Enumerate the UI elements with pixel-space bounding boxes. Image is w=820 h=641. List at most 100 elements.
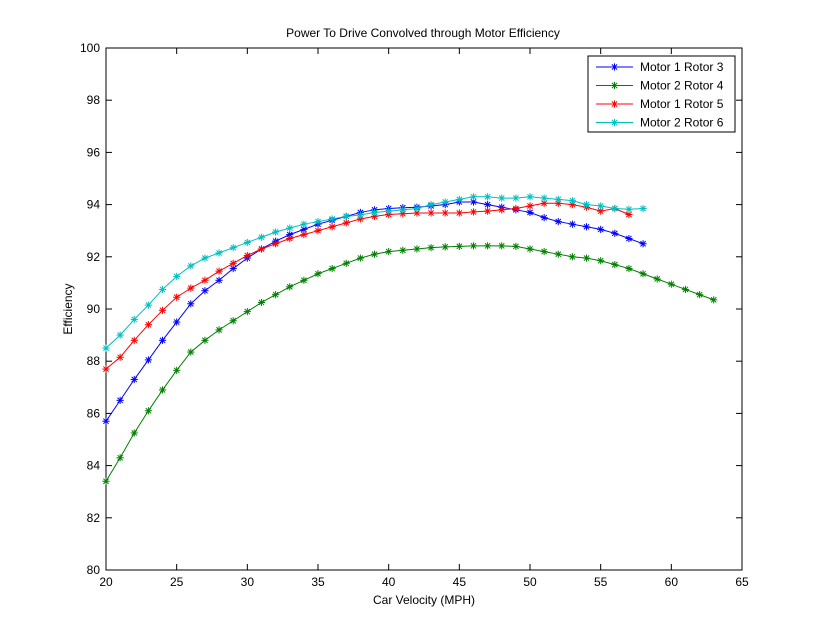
data-point <box>215 249 223 257</box>
data-point <box>611 229 619 237</box>
data-point <box>173 318 181 326</box>
data-point <box>158 285 167 294</box>
data-point <box>385 247 393 256</box>
data-point <box>342 219 350 227</box>
data-point <box>187 300 195 308</box>
y-tick-label: 82 <box>87 511 101 525</box>
data-point <box>130 315 138 324</box>
data-point <box>526 193 534 201</box>
series-3 <box>102 199 633 373</box>
data-point <box>611 261 619 269</box>
data-point <box>484 242 492 250</box>
x-axis-label: Car Velocity (MPH) <box>373 593 475 607</box>
data-point <box>526 202 534 210</box>
y-tick-label: 98 <box>87 93 101 107</box>
data-point <box>540 214 548 222</box>
data-point <box>102 344 110 352</box>
data-point <box>653 275 661 283</box>
data-point <box>696 291 704 299</box>
data-point <box>639 270 647 278</box>
data-point <box>116 331 124 339</box>
data-point <box>300 276 308 284</box>
data-point <box>540 194 548 202</box>
x-tick-label: 25 <box>170 575 184 589</box>
data-point <box>173 272 181 280</box>
data-point <box>144 407 152 415</box>
data-point <box>498 206 506 214</box>
data-point <box>667 280 675 288</box>
y-tick-label: 84 <box>87 459 101 473</box>
legend-label: Motor 2 Rotor 4 <box>640 79 724 93</box>
y-tick-label: 96 <box>87 145 101 159</box>
data-point <box>484 201 492 209</box>
data-point <box>469 193 478 201</box>
legend: Motor 1 Rotor 3 Motor 2 Rotor 4 Motor 1 Ro… <box>587 55 736 133</box>
legend-item: Motor 1 Rotor 5 <box>596 97 724 111</box>
data-point <box>625 234 633 243</box>
data-point <box>201 254 209 262</box>
data-point <box>243 251 251 260</box>
data-point <box>427 244 435 252</box>
data-point <box>158 386 167 394</box>
y-tick-label: 94 <box>87 198 101 212</box>
legend-item: Motor 2 Rotor 6 <box>596 116 724 130</box>
data-point <box>526 245 534 253</box>
data-point <box>540 247 548 256</box>
data-point <box>399 206 407 214</box>
legend-item: Motor 1 Rotor 3 <box>596 60 724 74</box>
data-point <box>300 231 308 239</box>
data-point <box>498 194 506 202</box>
data-point <box>568 253 576 261</box>
series-4 <box>102 193 647 352</box>
data-point <box>187 348 195 356</box>
data-point <box>441 198 449 206</box>
x-tick-label: 50 <box>523 575 537 589</box>
legend-label: Motor 2 Rotor 6 <box>640 116 724 130</box>
x-tick-label: 20 <box>99 575 113 589</box>
data-point <box>625 205 633 213</box>
data-point <box>597 257 605 265</box>
data-point <box>413 245 421 253</box>
y-axis-label: Efficiency <box>61 283 75 334</box>
data-point <box>455 209 463 217</box>
data-point <box>427 201 435 209</box>
data-point <box>187 262 195 270</box>
y-tick-label: 86 <box>87 406 101 420</box>
data-point <box>158 336 167 344</box>
data-point <box>328 264 336 273</box>
legend-label: Motor 1 Rotor 3 <box>640 60 724 74</box>
data-point <box>144 301 152 309</box>
x-tick-label: 45 <box>453 575 467 589</box>
data-point <box>455 195 463 203</box>
y-tick-label: 90 <box>87 302 101 316</box>
data-point <box>215 267 223 275</box>
data-point <box>201 276 209 284</box>
data-point <box>102 477 110 485</box>
data-point <box>286 283 294 291</box>
data-point <box>229 244 237 252</box>
data-point <box>201 287 209 295</box>
data-point <box>314 227 322 235</box>
chart-title: Power To Drive Convolved through Motor E… <box>286 26 560 40</box>
data-point <box>399 246 407 254</box>
data-point <box>413 204 421 213</box>
data-point <box>611 204 619 213</box>
data-point <box>130 375 138 384</box>
data-point <box>512 204 520 213</box>
data-point <box>130 429 138 437</box>
legend-item: Motor 2 Rotor 4 <box>596 79 724 93</box>
data-point <box>554 250 562 258</box>
data-point <box>286 224 294 232</box>
data-point <box>314 217 322 226</box>
data-point <box>484 193 492 201</box>
data-point <box>597 225 605 233</box>
data-point <box>639 204 647 213</box>
data-point <box>427 209 435 217</box>
data-point <box>370 250 379 258</box>
data-point <box>356 211 364 219</box>
data-point <box>484 207 492 215</box>
y-tick-label: 88 <box>87 354 101 368</box>
x-tick-label: 30 <box>241 575 255 589</box>
data-point <box>469 242 478 250</box>
data-point <box>314 270 322 278</box>
